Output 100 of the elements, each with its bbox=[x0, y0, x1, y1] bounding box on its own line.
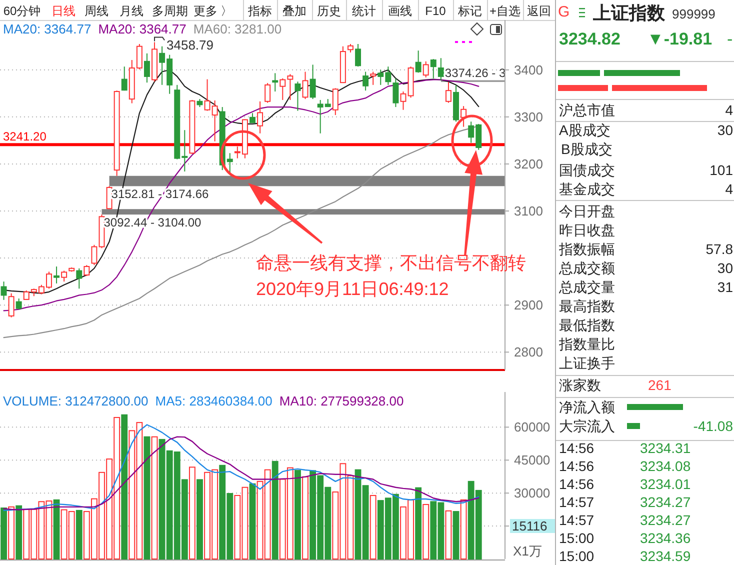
text: 31 bbox=[717, 279, 734, 295]
candlestick bbox=[430, 58, 436, 79]
text: - bbox=[727, 30, 733, 48]
text: 14:57 bbox=[559, 512, 594, 528]
text: 叠加 bbox=[282, 4, 306, 18]
cursor-value-tag: 15116 bbox=[510, 518, 555, 534]
candlestick bbox=[91, 244, 98, 266]
text: 大宗流入 bbox=[559, 418, 615, 434]
candlestick bbox=[445, 81, 452, 104]
text: 日线 bbox=[52, 4, 76, 18]
text: 指标 bbox=[247, 4, 272, 18]
y-tick-label: 60000 bbox=[514, 420, 550, 435]
y-tick-label: 3400 bbox=[514, 62, 543, 78]
text: 3234.08 bbox=[640, 458, 691, 474]
text: B股成交 bbox=[561, 141, 612, 157]
candlestick bbox=[310, 64, 316, 100]
series-label: MA5: 283460384.00 bbox=[155, 394, 272, 408]
text: 涨家数 bbox=[559, 377, 601, 393]
candlestick bbox=[460, 106, 467, 128]
candlestick bbox=[144, 52, 150, 84]
text: 指数量比 bbox=[558, 336, 615, 352]
annotation: 命悬一线有支撑，不出信号不翻转 bbox=[256, 253, 526, 273]
candlestick bbox=[302, 71, 308, 100]
text: 国债成交 bbox=[559, 162, 615, 178]
text: 沪总市值 bbox=[559, 102, 615, 118]
annotation: VOLUME: 312472800.00 bbox=[3, 394, 148, 408]
text: 14:57 bbox=[559, 494, 594, 510]
bar bbox=[452, 511, 460, 560]
y-tick-label: 45000 bbox=[514, 452, 550, 468]
bar bbox=[151, 436, 158, 560]
text: 261 bbox=[648, 377, 672, 393]
text: 3234.01 bbox=[640, 476, 691, 492]
y-tick-label: 3100 bbox=[514, 203, 543, 218]
candlestick bbox=[438, 58, 444, 81]
candlestick bbox=[415, 50, 422, 74]
candlestick bbox=[8, 292, 14, 318]
candlestick bbox=[332, 88, 338, 116]
candlestick bbox=[264, 82, 271, 104]
text: 返回 bbox=[527, 4, 551, 18]
bar bbox=[76, 510, 82, 560]
text: F10 bbox=[425, 4, 446, 18]
candlestick bbox=[76, 268, 82, 290]
candlestick bbox=[362, 71, 369, 92]
text: 3234.27 bbox=[640, 512, 691, 528]
candlestick bbox=[121, 66, 128, 92]
y-axis-title: X1万 bbox=[513, 544, 542, 558]
text: 总成交量 bbox=[558, 279, 615, 295]
candlestick bbox=[370, 71, 376, 86]
text: 多周期 bbox=[152, 4, 188, 18]
annotation: 3458.79 bbox=[166, 38, 214, 53]
text: 14:56 bbox=[559, 476, 594, 492]
text: 3234.82 bbox=[559, 30, 620, 48]
bar bbox=[294, 470, 301, 560]
bar bbox=[415, 487, 422, 560]
text: 3234.36 bbox=[640, 530, 691, 546]
text: 57.8 bbox=[706, 241, 734, 257]
bar bbox=[445, 510, 452, 560]
bar bbox=[8, 506, 15, 560]
bar bbox=[121, 414, 128, 560]
bar bbox=[249, 483, 256, 560]
bar bbox=[16, 505, 22, 560]
y-tick-label: 2900 bbox=[514, 298, 543, 313]
text: 60分钟 bbox=[3, 4, 41, 18]
y-tick-label: 3300 bbox=[514, 109, 543, 124]
candlestick bbox=[400, 91, 406, 110]
annotation: MA20: 3364.77 bbox=[3, 22, 92, 36]
text: 101 bbox=[710, 162, 734, 178]
text: 999999 bbox=[672, 6, 716, 22]
bar bbox=[460, 499, 467, 560]
candlestick bbox=[84, 264, 90, 276]
note-peak: 3458.79 bbox=[154, 36, 214, 53]
text: 3234.59 bbox=[640, 548, 691, 564]
text: 今日开盘 bbox=[559, 203, 615, 219]
bar bbox=[272, 460, 278, 560]
text: -41.08 bbox=[693, 418, 734, 434]
candlestick bbox=[272, 72, 278, 92]
text: 30 bbox=[717, 260, 734, 276]
bar bbox=[422, 504, 430, 560]
bar bbox=[53, 499, 60, 560]
bar bbox=[144, 436, 150, 560]
candlestick bbox=[422, 60, 429, 78]
candlestick bbox=[54, 266, 60, 284]
text: G bbox=[558, 4, 570, 20]
text: 30 bbox=[717, 122, 734, 138]
text: 15:00 bbox=[559, 548, 594, 564]
text: 14:56 bbox=[559, 440, 594, 456]
y-tick-label: 30000 bbox=[514, 486, 550, 501]
text: 历史 bbox=[317, 4, 341, 18]
text: 3234.31 bbox=[640, 440, 691, 456]
text: 月线 bbox=[120, 4, 144, 18]
bar bbox=[302, 476, 308, 560]
text: 总成交额 bbox=[558, 260, 615, 276]
candlestick bbox=[0, 281, 7, 300]
bar bbox=[0, 508, 7, 560]
text: 指数振幅 bbox=[558, 241, 615, 257]
candlestick bbox=[355, 43, 362, 68]
text: 上证指数 bbox=[592, 3, 666, 23]
text: 更多 〉 bbox=[193, 4, 233, 18]
text: 15:00 bbox=[559, 530, 594, 546]
text: 画线 bbox=[388, 4, 412, 18]
